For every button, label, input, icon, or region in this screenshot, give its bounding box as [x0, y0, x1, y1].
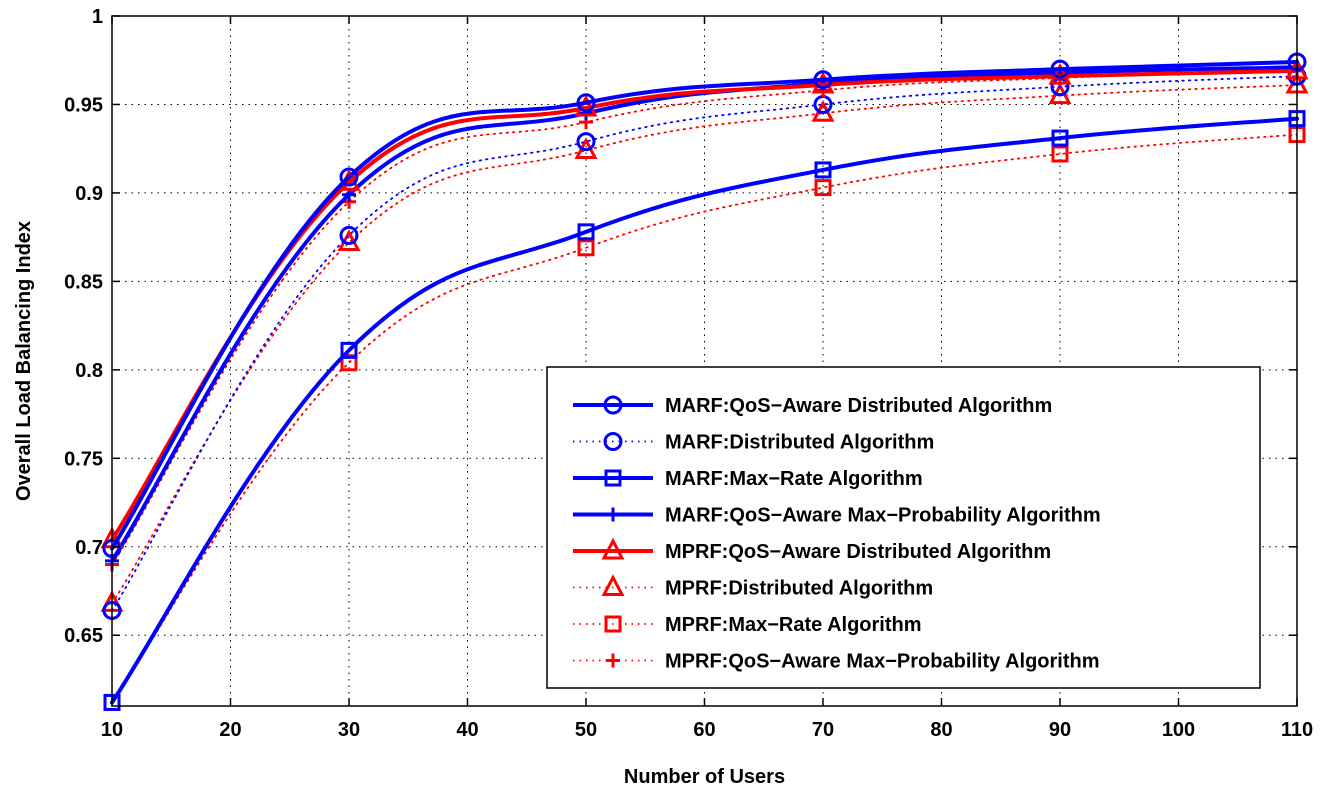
legend-label: MARF:QoS−Aware Distributed Algorithm	[665, 395, 1052, 417]
series-line	[110, 116, 1299, 705]
data-point	[813, 70, 833, 90]
x-tick-label: 100	[1162, 719, 1195, 741]
y-tick-label: 0.9	[75, 183, 103, 205]
legend-label: MPRF:Distributed Algorithm	[665, 578, 933, 600]
legend-marker	[601, 574, 625, 596]
series-layer	[100, 52, 1309, 711]
data-point	[1051, 129, 1069, 147]
data-point	[811, 71, 835, 94]
x-tick-label: 110	[1281, 719, 1313, 741]
legend-marker	[604, 469, 622, 487]
series-line	[111, 69, 1298, 566]
legend-label: MPRF:Max−Rate Algorithm	[665, 614, 922, 636]
legend: MARF:QoS−Aware Distributed Algorithm MARF…	[546, 366, 1261, 689]
series-group	[103, 110, 1306, 711]
legend-marker	[606, 653, 620, 668]
legend-label: MPRF:QoS−Aware Max−Probability Algorithm	[665, 651, 1100, 673]
legend-label: MPRF:QoS−Aware Distributed Algorithm	[665, 541, 1051, 563]
legend-label: MARF:Distributed Algorithm	[665, 432, 934, 454]
x-tick-label: 40	[456, 719, 478, 741]
legend-label: MARF:Max−Rate Algorithm	[665, 468, 923, 490]
legend-marker	[606, 507, 620, 522]
data-point	[339, 225, 359, 245]
legend-marker	[601, 537, 625, 560]
y-tick-label: 0.85	[64, 271, 103, 293]
legend-marker	[604, 615, 622, 633]
series-line	[110, 65, 1299, 563]
axis-ticks: 10 20 30 40 50 60 70 80 90 100 110 0.65 0.7 0.75 0.8 0.…	[64, 6, 1313, 741]
data-point	[1051, 145, 1069, 163]
data-point	[814, 161, 832, 179]
data-point	[576, 132, 596, 152]
x-tick-label: 20	[219, 719, 241, 741]
x-tick-label: 60	[693, 719, 715, 741]
series-line	[110, 60, 1299, 551]
y-tick-label: 0.8	[75, 360, 103, 382]
legend-marker	[603, 395, 623, 415]
y-tick-label: 0.95	[64, 94, 103, 116]
data-point	[340, 341, 358, 359]
legend-marker	[603, 432, 623, 451]
data-point	[574, 94, 598, 117]
x-tick-label: 10	[101, 719, 123, 741]
x-tick-label: 90	[1049, 719, 1071, 741]
data-point	[814, 179, 832, 197]
series-line	[111, 133, 1298, 704]
data-point	[1050, 59, 1070, 79]
legend-box	[546, 366, 1261, 689]
legend-label: MARF:QoS−Aware Max−Probability Algorithm	[665, 505, 1101, 527]
y-tick-label: 0.7	[75, 537, 103, 559]
series-line	[111, 84, 1298, 605]
x-tick-label: 70	[812, 719, 834, 741]
x-axis-label: Number of Users	[624, 766, 785, 788]
data-point	[577, 239, 595, 257]
y-axis-label: Overall Load Balancing Index	[13, 221, 35, 501]
x-tick-label: 80	[930, 719, 952, 741]
data-point	[576, 93, 596, 113]
x-tick-label: 30	[338, 719, 360, 741]
y-tick-label: 1	[92, 6, 103, 28]
x-tick-label: 50	[575, 719, 597, 741]
y-tick-label: 0.75	[64, 448, 103, 470]
y-tick-label: 0.65	[64, 625, 103, 647]
data-point	[339, 167, 359, 187]
data-point	[340, 354, 358, 372]
data-point	[577, 223, 595, 241]
